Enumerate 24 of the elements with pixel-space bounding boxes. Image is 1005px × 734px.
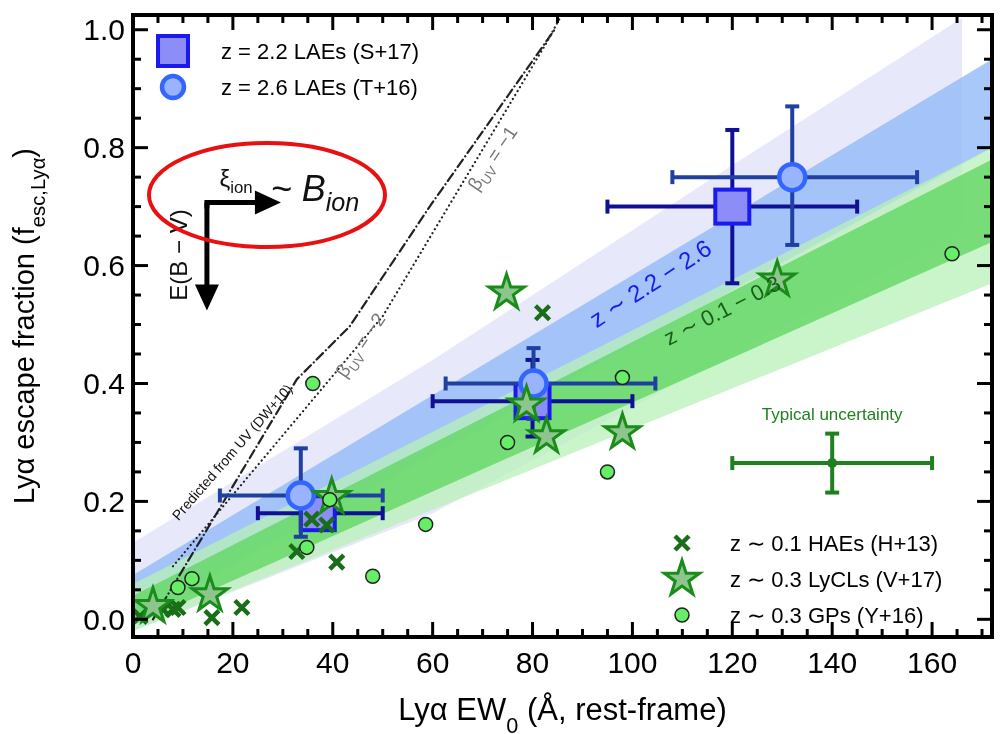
legend-label: z = 2.6 LAEs (T+16) (221, 74, 418, 100)
text: z ∼ 0.3 GPs (Y+16) (730, 602, 924, 628)
legend-label: z ∼ 0.1 HAEs (H+13) (730, 530, 939, 556)
legend-label: z = 2.2 LAEs (S+17) (221, 38, 420, 64)
x-tick-label: 40 (316, 646, 350, 679)
x-tick-label: 0 (124, 646, 142, 679)
x-axis-title: Lyα EW$_{0}$ (Å, rest-frame) (398, 692, 727, 734)
x-tick-label: 20 (216, 646, 250, 679)
y-tick-label: 0.8 (83, 131, 125, 165)
y-tick-label: 0.0 (83, 602, 125, 636)
text: Typical uncertainty (761, 404, 904, 424)
x-tick-label: 160 (907, 646, 958, 679)
y-tick-label: 0.4 (83, 366, 125, 400)
y-tick-label: 0.2 (83, 484, 125, 518)
x-tick-label: 140 (807, 646, 858, 679)
x-tick-label: 120 (707, 646, 758, 679)
y-tick-label: 0.6 (83, 249, 125, 283)
y-tick-label: 1.0 (83, 13, 125, 47)
x-tick-label: 100 (607, 646, 658, 679)
annotation: ξ$_{ion}$ (219, 164, 253, 197)
legend-label: z ∼ 0.3 LyCLs (V+17) (730, 566, 943, 592)
annotation: ~ B$_{ion}$ (270, 167, 360, 216)
x-tick-label: 80 (515, 646, 550, 679)
x-tick-label: 60 (415, 646, 450, 679)
